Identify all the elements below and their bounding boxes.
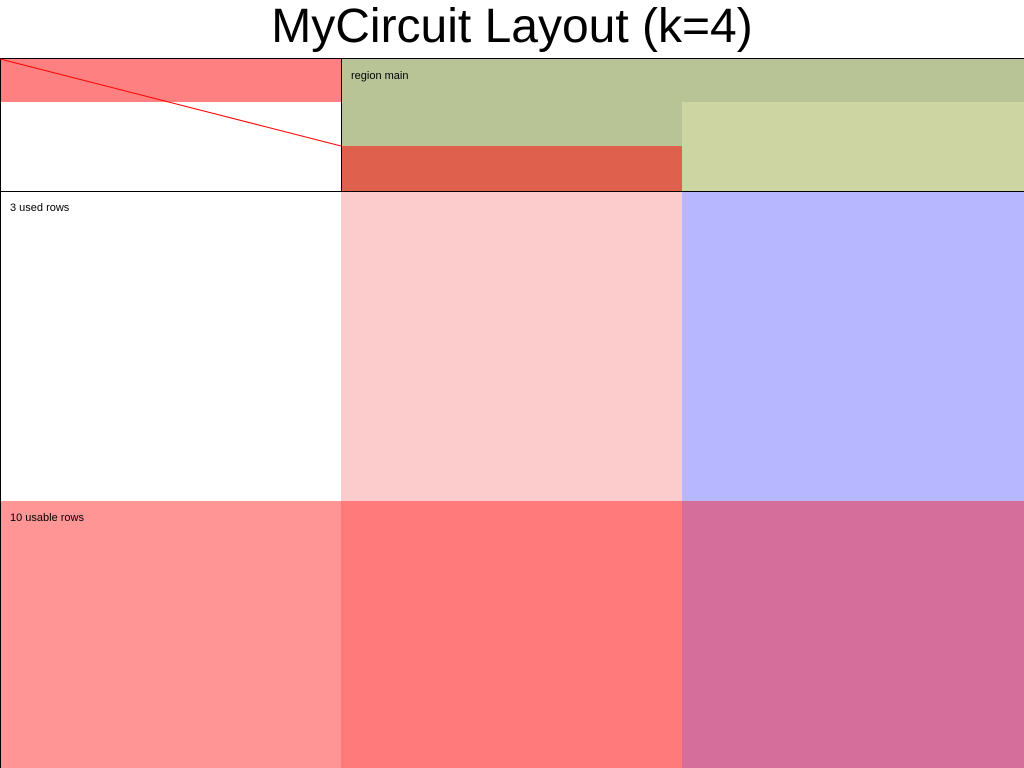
region-main-left-border: [341, 59, 342, 191]
layout-area: region main 3 used rows 10 usable rows: [0, 58, 1024, 768]
usable-rows-column-0: [0, 501, 341, 768]
usable-rows-column-2: [682, 501, 1024, 768]
used-rows-column-0: [0, 191, 341, 501]
region-main-bottom-left: [341, 146, 682, 191]
used-rows-column-1: [341, 191, 682, 501]
left-border: [0, 59, 1, 768]
diagonal-line: [0, 58, 342, 147]
usable-rows-column-1: [341, 501, 682, 768]
usable-rows-label: 10 usable rows: [10, 512, 84, 524]
diagram-title: MyCircuit Layout (k=4): [271, 0, 753, 53]
region-main-middle-left: [341, 102, 682, 146]
region-divider-line: [0, 191, 1024, 192]
top-left-strip: [0, 59, 341, 102]
diagonal-stroke: [0, 58, 342, 147]
used-rows-label: 3 used rows: [10, 202, 70, 214]
region-main-top: [341, 59, 1024, 102]
region-main-label: region main: [351, 70, 409, 82]
used-rows-column-2: [682, 191, 1024, 501]
region-main-bottom-right: [682, 102, 1024, 191]
